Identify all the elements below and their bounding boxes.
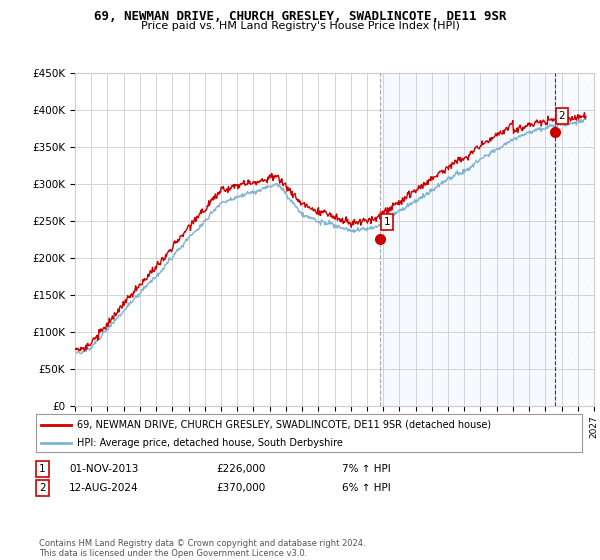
Text: Price paid vs. HM Land Registry's House Price Index (HPI): Price paid vs. HM Land Registry's House … — [140, 21, 460, 31]
Text: 6% ↑ HPI: 6% ↑ HPI — [342, 483, 391, 493]
Text: 2: 2 — [39, 483, 46, 493]
Text: Contains HM Land Registry data © Crown copyright and database right 2024.
This d: Contains HM Land Registry data © Crown c… — [39, 539, 365, 558]
Text: 1: 1 — [39, 464, 46, 474]
Text: 7% ↑ HPI: 7% ↑ HPI — [342, 464, 391, 474]
Text: £226,000: £226,000 — [216, 464, 265, 474]
Bar — [380, 73, 556, 406]
Text: £370,000: £370,000 — [216, 483, 265, 493]
Text: 69, NEWMAN DRIVE, CHURCH GRESLEY, SWADLINCOTE, DE11 9SR (detached house): 69, NEWMAN DRIVE, CHURCH GRESLEY, SWADLI… — [77, 419, 491, 430]
Text: 69, NEWMAN DRIVE, CHURCH GRESLEY, SWADLINCOTE, DE11 9SR: 69, NEWMAN DRIVE, CHURCH GRESLEY, SWADLI… — [94, 10, 506, 23]
Text: 1: 1 — [383, 217, 390, 227]
Bar — [556, 73, 594, 406]
Text: 12-AUG-2024: 12-AUG-2024 — [69, 483, 139, 493]
Text: HPI: Average price, detached house, South Derbyshire: HPI: Average price, detached house, Sout… — [77, 438, 343, 448]
Text: 2: 2 — [559, 111, 565, 121]
Text: 01-NOV-2013: 01-NOV-2013 — [69, 464, 139, 474]
